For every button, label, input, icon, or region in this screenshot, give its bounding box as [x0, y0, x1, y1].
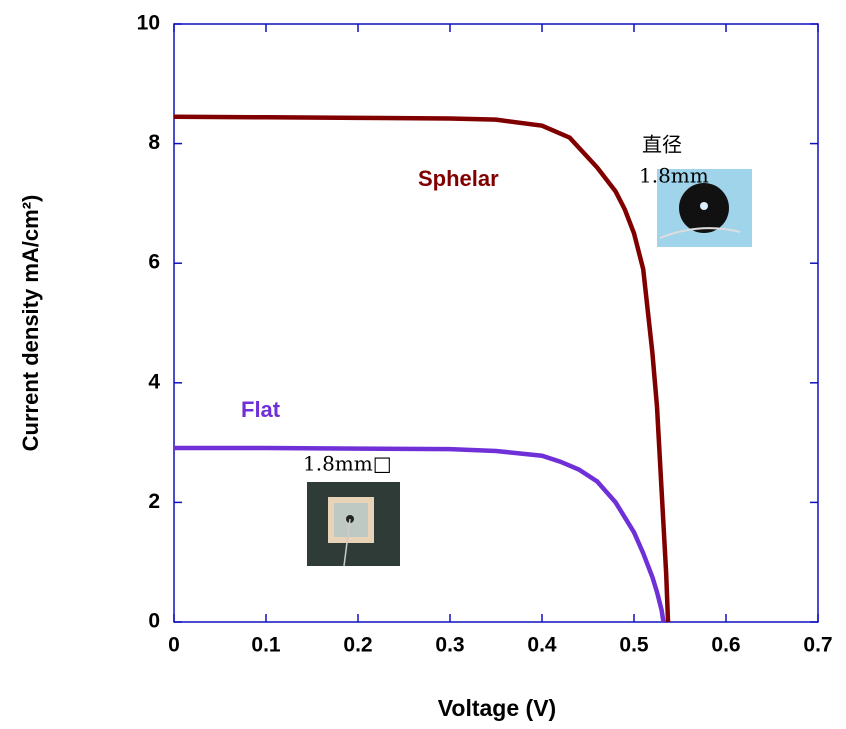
series-line [174, 445, 666, 623]
y-axis-label: Current density mA/cm²) [18, 195, 43, 452]
y-tick-label: 0 [148, 610, 160, 633]
y-tick-label: 10 [137, 12, 160, 35]
y-tick-label: 8 [148, 131, 160, 154]
x-tick-label: 0.2 [343, 634, 372, 657]
plot-frame [173, 23, 819, 623]
x-tick-label: 0.6 [711, 634, 740, 657]
x-tick-label: 0.4 [527, 634, 557, 657]
x-tick-label: 0.1 [251, 634, 281, 657]
annotation: 直径 [642, 133, 682, 157]
x-axis-label: Voltage (V) [438, 695, 556, 721]
annotation: 1.8mm□ [303, 452, 392, 476]
x-tick-label: 0 [168, 634, 180, 657]
series-label: Sphelar [418, 166, 499, 191]
x-tick-label: 0.3 [435, 634, 464, 657]
series-line [173, 114, 671, 623]
y-tick-label: 4 [148, 370, 160, 393]
y-tick-label: 6 [148, 251, 160, 274]
series-label: Flat [241, 397, 281, 422]
x-tick-label: 0.7 [803, 634, 832, 657]
flat-photo [307, 482, 400, 567]
sphelar-photo [657, 169, 752, 247]
y-tick-label: 2 [148, 490, 160, 513]
annotation: 1.8mm [639, 164, 709, 188]
x-tick-label: 0.5 [619, 634, 649, 657]
